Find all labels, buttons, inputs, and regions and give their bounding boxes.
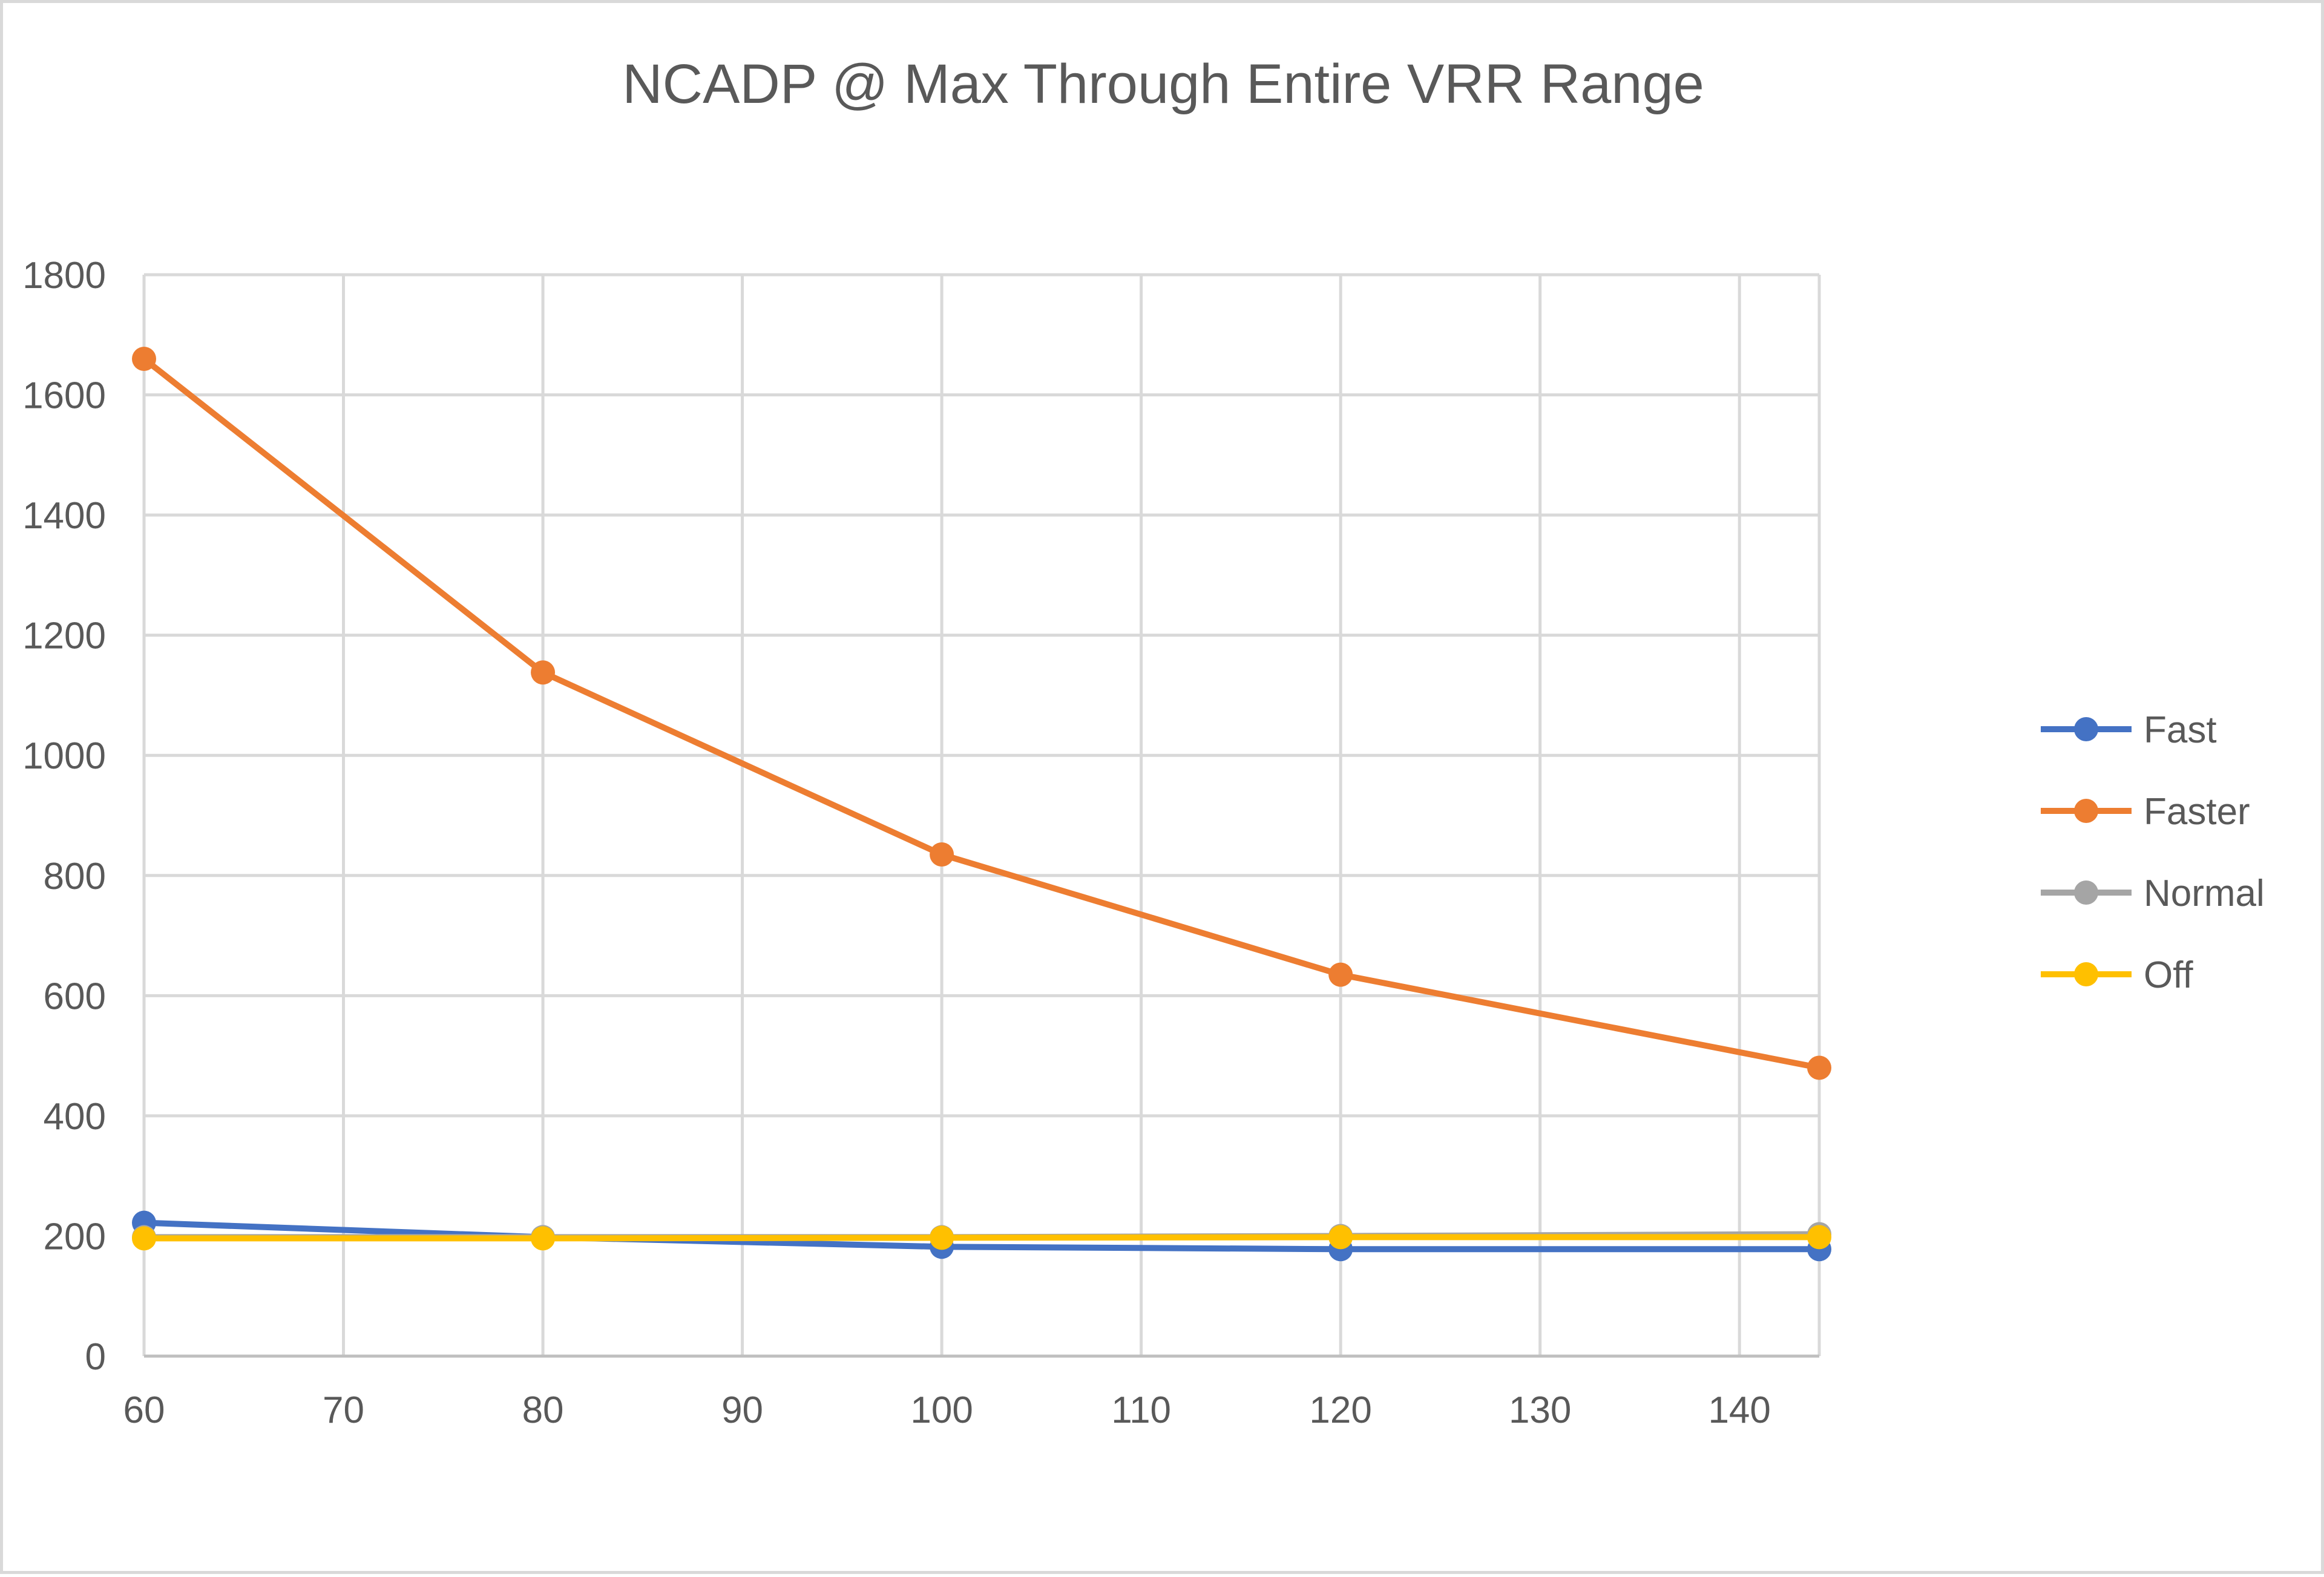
chart-title: NCADP @ Max Through Entire VRR Range	[622, 53, 1704, 115]
data-point-faster	[1328, 962, 1353, 987]
series-line-off	[141, 1234, 1822, 1242]
data-point-off	[132, 1226, 156, 1251]
legend-marker	[2074, 799, 2098, 823]
x-tick-label: 90	[721, 1389, 763, 1431]
y-tick-label: 1600	[22, 375, 106, 417]
tick-labels: 0 200 400 600 800 1000 1200 1400 1600 1800 60 70 80 9…	[22, 255, 1771, 1431]
data-point-faster	[132, 346, 156, 371]
y-tick-label: 1200	[22, 615, 106, 657]
line-chart: NCADP @ Max Through Entire VRR Range 0 20…	[22, 53, 2265, 1431]
y-tick-label: 1800	[22, 255, 106, 297]
data-point-off	[930, 1225, 954, 1250]
legend-marker	[2074, 717, 2098, 741]
data-point-faster	[1807, 1055, 1831, 1080]
series-line-faster	[141, 355, 1822, 1071]
data-point-off	[1328, 1225, 1353, 1250]
y-tick-label: 200	[44, 1216, 106, 1257]
x-tick-label: 80	[522, 1389, 564, 1431]
legend-entry-normal: Normal	[2041, 873, 2265, 914]
legend-label: Off	[2144, 954, 2193, 996]
y-tick-label: 600	[44, 975, 106, 1017]
y-tick-label: 0	[85, 1336, 106, 1378]
legend-label: Faster	[2144, 791, 2250, 833]
legend-entry-off: Off	[2041, 954, 2193, 996]
x-tick-label: 100	[910, 1389, 973, 1431]
x-tick-label: 120	[1309, 1389, 1371, 1431]
x-tick-label: 130	[1509, 1389, 1571, 1431]
legend-entry-faster: Faster	[2041, 791, 2250, 833]
x-tick-label: 70	[323, 1389, 364, 1431]
data-point-faster	[930, 842, 954, 867]
x-tick-label: 60	[123, 1389, 165, 1431]
y-tick-label: 400	[44, 1096, 106, 1138]
legend: Fast Faster Normal Off	[2041, 709, 2265, 996]
y-tick-label: 800	[44, 856, 106, 897]
y-tick-label: 1000	[22, 735, 106, 777]
legend-label: Fast	[2144, 709, 2217, 751]
legend-marker	[2074, 962, 2098, 986]
x-tick-label: 140	[1708, 1389, 1770, 1431]
y-tick-label: 1400	[22, 495, 106, 537]
legend-marker	[2074, 880, 2098, 905]
data-point-off	[531, 1226, 556, 1251]
data-point-faster	[531, 660, 556, 685]
data-point-off	[1807, 1225, 1831, 1250]
gridlines	[142, 273, 1821, 1356]
legend-label: Normal	[2144, 873, 2265, 914]
legend-entry-fast: Fast	[2041, 709, 2217, 751]
x-tick-label: 110	[1111, 1389, 1171, 1431]
series-lines	[132, 346, 1831, 1262]
